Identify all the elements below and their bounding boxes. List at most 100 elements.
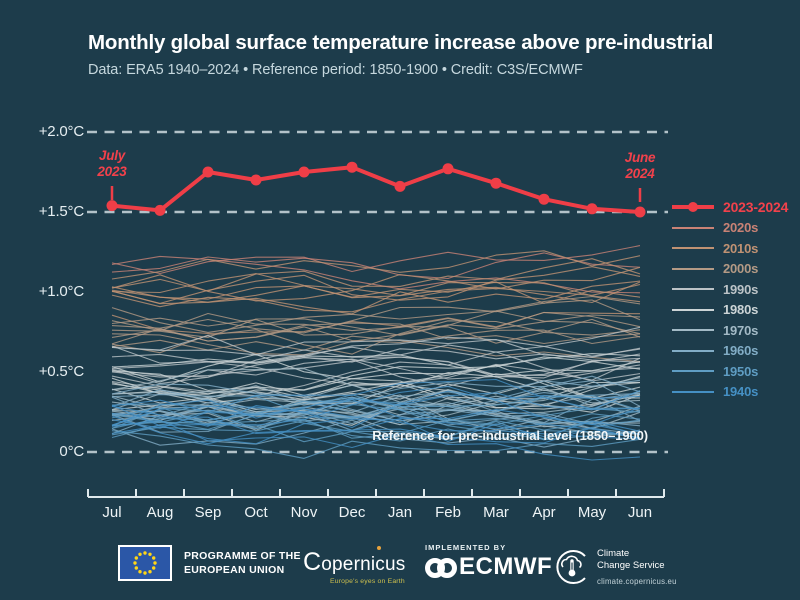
decade-line-1960s [111,375,641,413]
data-point-marker [106,200,118,212]
legend-item-2023-2024: 2023-2024 [670,197,788,217]
legend-swatch [672,202,714,212]
legend-label: 1950s [723,363,759,379]
climate-service-label: Climate Change Service [597,548,665,571]
copernicus-wordmark: Copernicus [303,546,405,577]
legend-swatch [672,370,714,372]
data-point-marker [538,193,550,205]
annotation-line: June [624,150,656,165]
eu-star [148,570,152,574]
legend-item-1970s: 1970s [670,320,758,340]
eu-programme-label: PROGRAMME OF THE EUROPEAN UNION [184,550,301,577]
data-point-marker [634,206,646,218]
eu-star [153,561,157,565]
eu-star [134,556,138,560]
legend-label: 2020s [723,220,759,235]
legend-item-1950s: 1950s [670,361,758,381]
legend-label: 2010s [723,240,759,256]
x-axis-label: Jan [387,504,413,521]
x-axis-label: May [577,504,607,521]
ecmwf-logo-icon [425,558,457,578]
climate-service-url: climate.copernicus.eu [597,577,677,586]
annotation-line: 2024 [625,166,655,181]
legend-label: 1970s [723,322,759,338]
data-point-marker [154,204,166,216]
decade-line-1990s [111,357,641,387]
decade-line-1940s [111,390,641,429]
decade-line-1970s [111,368,641,411]
decade-line-2010s [111,273,641,303]
legend-item-1940s: 1940s [670,382,758,402]
legend-label: 1960s [723,343,759,358]
legend-label: 2023-2024 [723,199,789,215]
decade-line-2000s [111,310,641,338]
eu-label-line: EUROPEAN UNION [184,563,285,576]
page-title: Monthly global surface temperature incre… [88,31,714,54]
data-point-marker [346,161,358,173]
decade-line-2000s [111,311,641,332]
decade-line-1940s [111,418,641,445]
y-axis-label: 0°C [59,443,84,460]
legend-swatch [672,349,714,352]
x-axis-label: Dec [338,504,366,521]
legend-item-1980s: 1980s [670,300,758,320]
eu-star [148,552,152,556]
legend-item-1990s: 1990s [670,279,758,299]
climate-service-icon [556,550,586,584]
decade-line-2010s [111,250,641,280]
legend-label: 1990s [723,281,759,297]
decade-line-1950s [111,413,641,440]
decade-line-2000s [111,322,641,345]
decade-line-1960s [111,392,641,435]
implemented-by-label: IMPLEMENTED BY [425,543,507,552]
eu-star [143,551,147,555]
decade-line-2000s [111,317,641,344]
decade-line-2000s [111,295,641,333]
eu-flag [118,545,172,581]
decade-line-1940s [111,419,641,461]
decade-line-2010s [111,280,641,315]
legend-swatch [672,390,714,393]
x-axis-label: Sep [194,504,222,521]
legend-label: 2000s [723,261,759,276]
data-point-marker [298,166,310,178]
eu-star [138,552,142,556]
y-axis-label: +2.0°C [38,123,84,140]
data-point-marker [202,166,214,178]
data-point-marker [490,177,502,189]
eu-star [134,566,138,570]
legend-swatch [672,267,714,270]
decade-line-2000s [111,335,641,363]
decade-line-2020s [111,245,641,275]
legend-item-2020s: 2020s [670,218,758,238]
decade-line-1980s [111,354,641,376]
x-axis-label: Jul [102,504,122,521]
legend-item-2010s: 2010s [670,238,758,258]
decade-line-2000s [111,314,641,356]
decade-line-1970s [111,394,641,431]
annotation-line: July [98,148,126,163]
decade-line-1950s [111,406,641,443]
annotation-june-2024: June 2024 [605,150,675,182]
data-point-marker [394,180,406,192]
decade-line-1940s [111,415,641,445]
eu-star [152,566,156,570]
x-axis-label: Jun [627,504,653,521]
legend-swatch [672,308,714,311]
decade-line-1990s [111,336,641,357]
legend-item-1960s: 1960s [670,341,758,361]
x-axis-label: Nov [290,504,318,521]
page-subtitle: Data: ERA5 1940–2024 • Reference period:… [88,62,583,78]
data-point-marker [586,203,598,215]
decade-line-2010s [111,258,641,292]
decade-line-2010s [111,281,641,304]
ecmwf-wordmark: ECMWF [459,553,553,580]
reference-level-label: Reference for pre-industrial level (1850… [372,428,648,443]
decade-line-1940s [111,378,641,429]
legend-label: 1980s [723,302,759,317]
eu-star [152,556,156,560]
decade-line-1950s [111,420,641,442]
copernicus-satellite-icon [377,546,381,550]
x-axis-label: Feb [435,504,461,521]
